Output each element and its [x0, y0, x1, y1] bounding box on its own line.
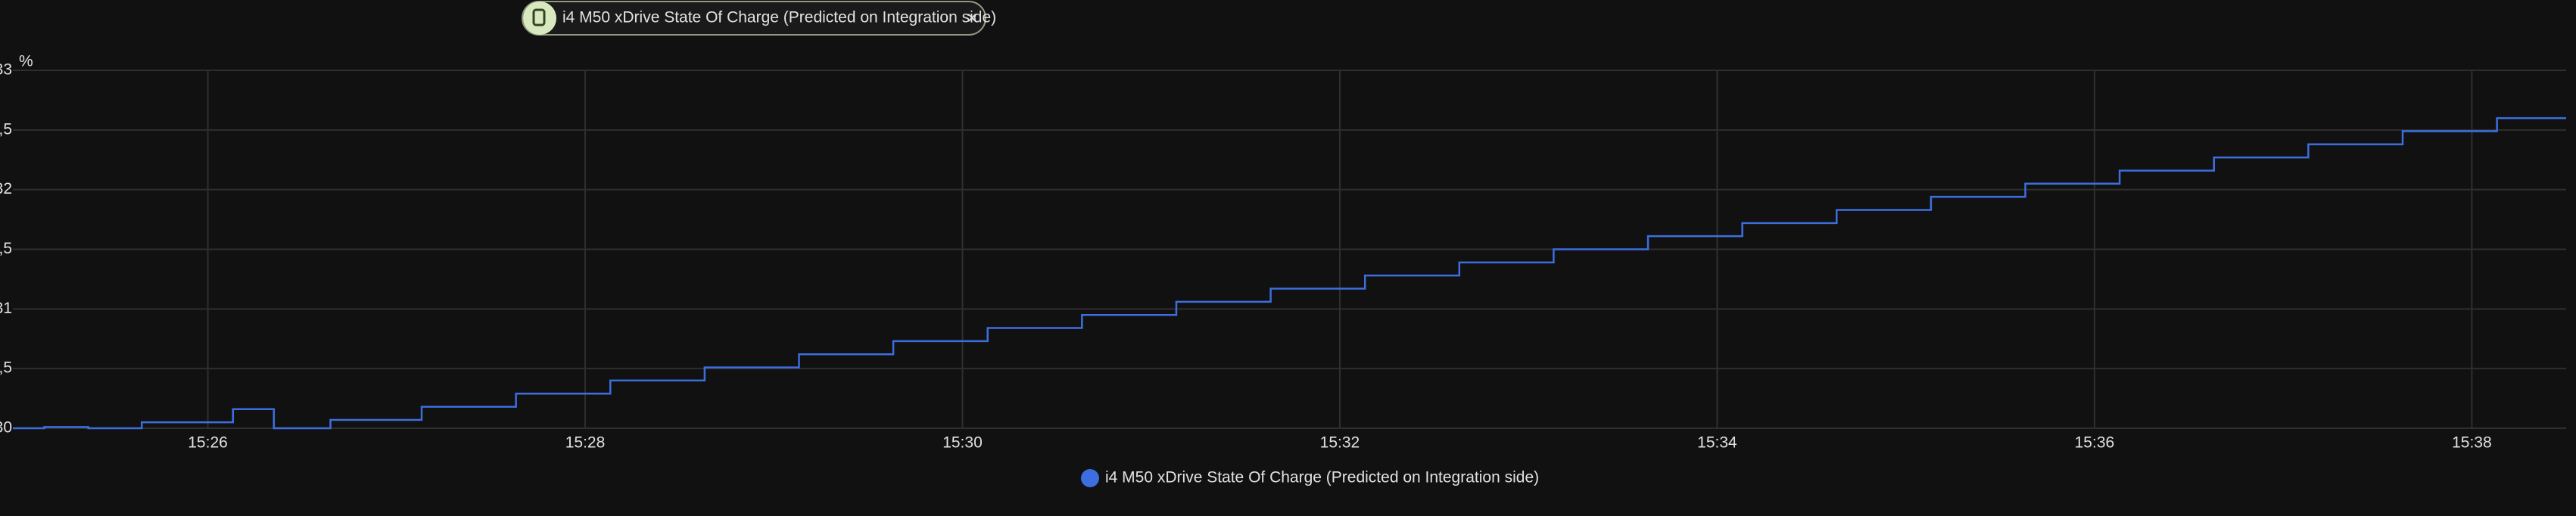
- x-tick-label: 15:36: [2075, 434, 2115, 452]
- chip-outline: [522, 1, 986, 36]
- x-tick-label: 15:28: [565, 434, 606, 452]
- chip-label: i4 M50 xDrive State Of Charge (Predicted…: [562, 9, 996, 26]
- series-line: [13, 117, 2566, 430]
- y-tick-label: 32: [0, 180, 12, 197]
- y-tick-label: 30,5: [0, 359, 12, 377]
- y-tick-label: 31,5: [0, 240, 12, 257]
- filter-chip[interactable]: i4 M50 xDrive State Of Charge (Predicted…: [522, 1, 996, 36]
- y-tick-label: 30: [0, 419, 12, 437]
- battery-icon: [532, 8, 546, 26]
- x-tick-label: 15:32: [1320, 434, 1360, 452]
- y-axis-label: %: [19, 53, 33, 70]
- chip-icon: [523, 2, 556, 35]
- x-tick-label: 15:30: [942, 434, 983, 452]
- x-tick-label: 15:34: [1697, 434, 1737, 452]
- x-tick-label: 15:38: [2452, 434, 2492, 452]
- y-tick-label: 32,5: [0, 120, 12, 138]
- y-tick-label: 31: [0, 300, 12, 317]
- chip-close[interactable]: ×: [967, 8, 977, 28]
- x-tick-label: 15:26: [188, 434, 228, 452]
- legend-swatch: [1081, 469, 1099, 487]
- legend-label: i4 M50 xDrive State Of Charge (Predicted…: [1105, 469, 1539, 486]
- y-tick-label: 33: [0, 61, 12, 79]
